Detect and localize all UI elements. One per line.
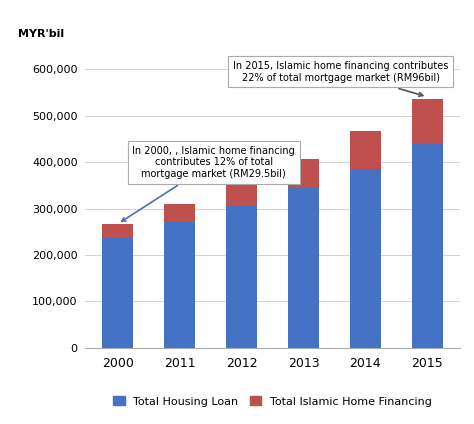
Bar	[412, 99, 443, 144]
Bar	[350, 169, 381, 348]
Bar	[350, 131, 381, 169]
Bar	[412, 144, 443, 348]
Bar	[288, 188, 319, 348]
Text: MYR'bil: MYR'bil	[18, 29, 64, 39]
Text: In 2015, Islamic home financing contributes
22% of total mortgage market (RM96bi: In 2015, Islamic home financing contribu…	[233, 61, 448, 96]
Bar	[288, 159, 319, 188]
Text: In 2000, , Islamic home financing
contributes 12% of total
mortgage market (RM29: In 2000, , Islamic home financing contri…	[122, 145, 295, 221]
Bar	[226, 185, 257, 206]
Bar	[102, 237, 133, 348]
Legend: Total Housing Loan, Total Islamic Home Financing: Total Housing Loan, Total Islamic Home F…	[109, 392, 436, 411]
Bar	[164, 223, 195, 348]
Bar	[164, 204, 195, 223]
Bar	[102, 224, 133, 237]
Bar	[226, 206, 257, 348]
